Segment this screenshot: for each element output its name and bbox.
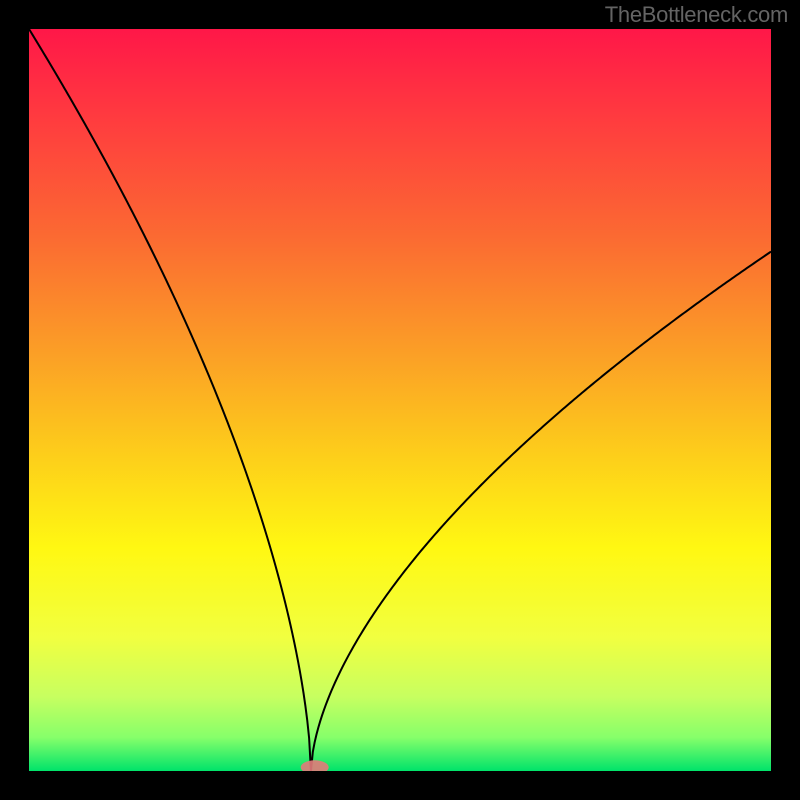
plot-area <box>29 29 771 771</box>
gradient-plot <box>29 29 771 771</box>
watermark-label: TheBottleneck.com <box>605 2 788 28</box>
chart-container: TheBottleneck.com <box>0 0 800 800</box>
